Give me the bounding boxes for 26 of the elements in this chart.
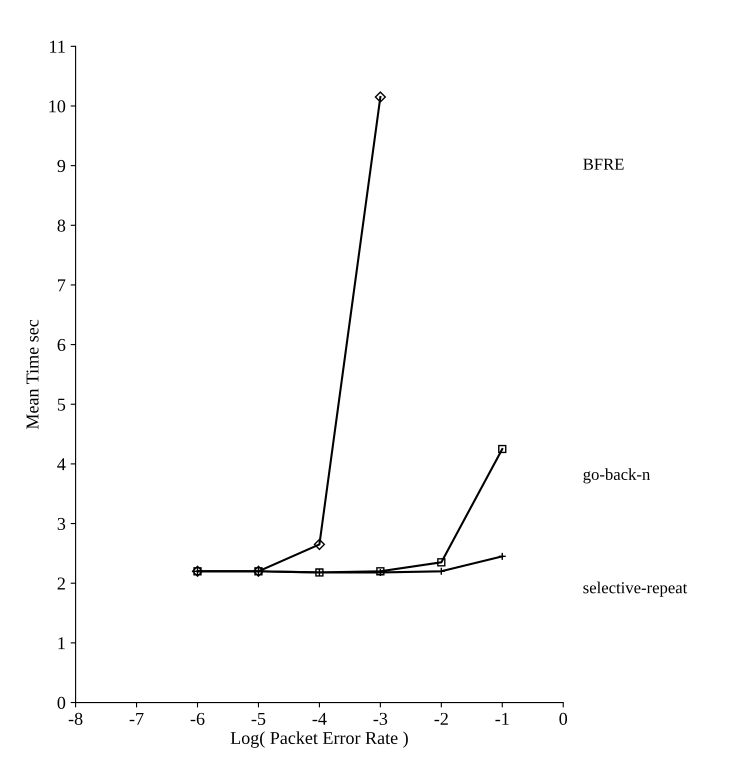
y-tick-label: 1: [58, 637, 65, 650]
x-axis-title: Log( Packet Error Rate ): [230, 731, 408, 748]
y-tick-label: 6: [58, 338, 66, 352]
x-tick-label: -4: [312, 712, 327, 725]
y-tick-label: 7: [58, 279, 66, 292]
y-tick-label: 9: [57, 160, 66, 172]
x-tick-label: -3: [374, 712, 388, 725]
y-axis-title: Mean Time sec: [26, 320, 39, 430]
x-tick-label: -8: [68, 712, 82, 725]
y-tick-label: 0: [58, 696, 66, 709]
x-tick-label: 0: [559, 712, 568, 725]
y-tick-label: 11: [50, 40, 65, 53]
y-tick-label: 8: [58, 220, 66, 232]
text: selective-repeat: [583, 582, 688, 597]
x-tick-label: -6: [190, 712, 204, 725]
y-tick-label: 10: [49, 100, 66, 112]
x-tick-label: -1: [495, 712, 509, 725]
x-tick-label: -7: [130, 712, 144, 725]
x-tick-label: -2: [434, 712, 448, 725]
y-tick-label: 5: [58, 398, 66, 411]
text: go-back-n: [583, 468, 650, 484]
y-tick-label: 2: [58, 578, 65, 590]
y-tick-label: 4: [57, 458, 66, 470]
text: BFRE: [583, 158, 624, 170]
x-tick-label: -5: [252, 712, 266, 725]
y-tick-label: 3: [58, 518, 66, 530]
